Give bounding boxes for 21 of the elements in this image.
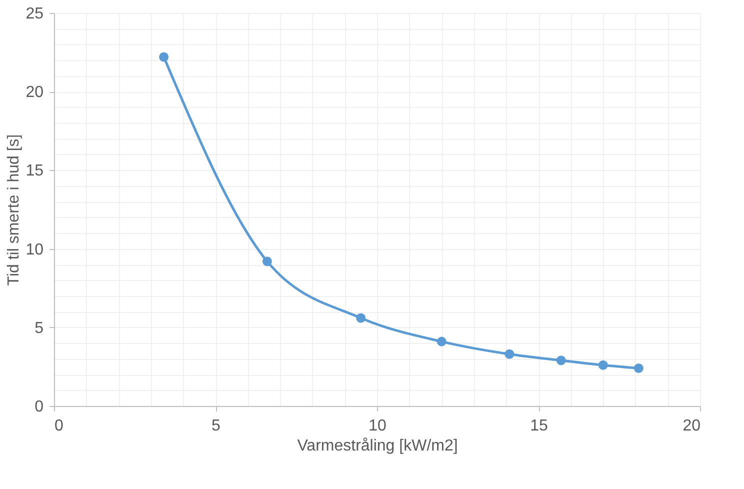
y-tick-label: 0 — [34, 398, 44, 416]
x-tick-label: 5 — [212, 418, 221, 434]
point — [356, 313, 366, 323]
x-tick-label: 10 — [368, 418, 386, 434]
point — [159, 52, 169, 62]
x-axis-title: Varmestråling [kW/m2] — [297, 438, 458, 454]
y-tick-label: 5 — [34, 320, 44, 337]
y-axis-title: Tid til smerte i hud [s] — [6, 134, 23, 286]
y-tick-label: 10 — [26, 241, 44, 258]
point — [262, 256, 272, 266]
point — [598, 360, 608, 370]
point — [504, 349, 514, 359]
x-tick-label: 0 — [54, 418, 64, 434]
x-tick-label: 15 — [530, 418, 548, 434]
point — [634, 364, 644, 374]
point — [556, 356, 566, 366]
y-tick-label: 15 — [26, 162, 44, 180]
y-tick-label: 25 — [26, 6, 44, 22]
y-tick-label: 20 — [26, 84, 44, 102]
x-tick-label: 20 — [682, 418, 701, 434]
point — [436, 336, 446, 346]
